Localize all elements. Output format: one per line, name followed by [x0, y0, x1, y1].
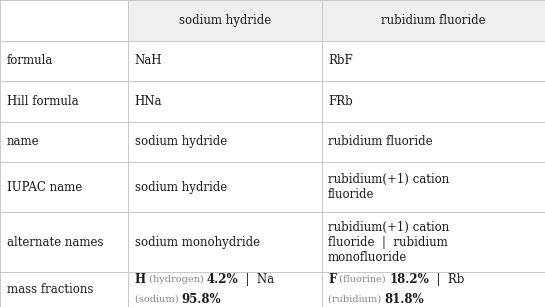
Text: (rubidium): (rubidium) [328, 295, 384, 304]
Text: (fluorine): (fluorine) [336, 275, 389, 284]
Text: rubidium fluoride: rubidium fluoride [381, 14, 486, 27]
Text: 95.8%: 95.8% [181, 293, 221, 306]
Text: sodium hydride: sodium hydride [135, 135, 227, 148]
Text: sodium hydride: sodium hydride [135, 181, 227, 194]
Text: Hill formula: Hill formula [7, 95, 78, 108]
Text: HNa: HNa [135, 95, 162, 108]
Text: (sodium): (sodium) [135, 295, 181, 304]
Text: |  Rb: | Rb [429, 273, 464, 286]
Text: alternate names: alternate names [7, 235, 103, 249]
Text: NaH: NaH [135, 54, 162, 67]
Text: rubidium(+1) cation
fluoride  |  rubidium
monofluoride: rubidium(+1) cation fluoride | rubidium … [328, 220, 449, 264]
Text: FRb: FRb [328, 95, 353, 108]
Bar [322, 0, 545, 41]
Text: 18.2%: 18.2% [389, 273, 429, 286]
Text: rubidium fluoride: rubidium fluoride [328, 135, 433, 148]
Text: (hydrogen): (hydrogen) [146, 275, 207, 284]
Text: IUPAC name: IUPAC name [7, 181, 82, 194]
Text: 81.8%: 81.8% [384, 293, 424, 306]
Text: RbF: RbF [328, 54, 353, 67]
Text: |  Na: | Na [238, 273, 274, 286]
Bar [128, 0, 322, 41]
Text: F: F [328, 273, 336, 286]
Text: sodium hydride: sodium hydride [179, 14, 271, 27]
Text: formula: formula [7, 54, 53, 67]
Text: rubidium(+1) cation
fluoride: rubidium(+1) cation fluoride [328, 173, 449, 201]
Text: mass fractions: mass fractions [7, 283, 93, 296]
Text: name: name [7, 135, 39, 148]
Text: H: H [135, 273, 146, 286]
Text: 4.2%: 4.2% [207, 273, 238, 286]
Text: sodium monohydride: sodium monohydride [135, 235, 260, 249]
